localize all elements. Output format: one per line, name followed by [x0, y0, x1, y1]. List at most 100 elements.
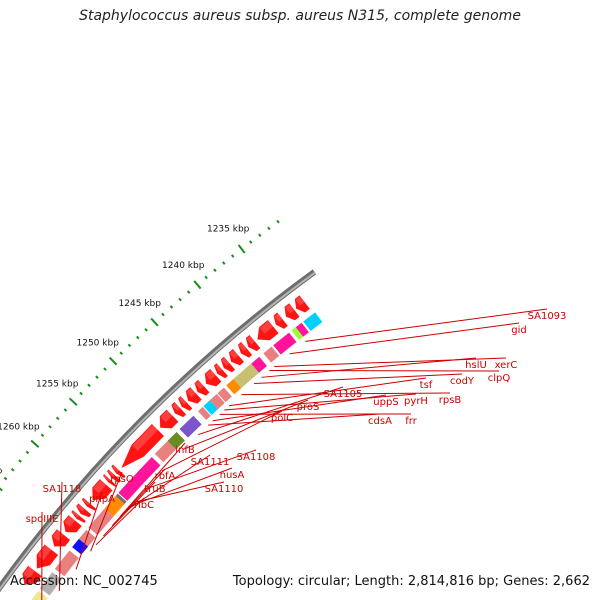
cog-feature-pink [273, 332, 297, 355]
gene-arrow [36, 544, 59, 569]
topology-label: Topology: circular; Length: 2,814,816 bp… [232, 574, 590, 589]
gene-label: SA1111 [191, 457, 230, 468]
scale-tick [248, 240, 253, 244]
scale-label: 1240 kbp [162, 261, 205, 271]
gene-arrow [213, 363, 228, 379]
gene-arrow [92, 479, 113, 501]
gene-arrow [81, 497, 97, 511]
scale-tick [3, 476, 8, 481]
gene-arrow [76, 503, 92, 518]
gene-leader-line [75, 491, 103, 570]
gene-arrow [111, 464, 126, 478]
gene-arrow [245, 335, 261, 352]
scale-tick [267, 226, 271, 231]
gene-arrow [194, 379, 210, 396]
cog-feature-orange [226, 379, 242, 395]
scale-tick [150, 317, 159, 327]
cog-feature-cyan [203, 400, 218, 415]
scale-tick [25, 450, 30, 455]
gene-label: rpsO [110, 474, 134, 485]
scale-tick [95, 375, 99, 379]
scale-tick [258, 233, 262, 237]
gene-leader-line [119, 442, 186, 518]
scale-tick [87, 383, 91, 388]
scale-tick [204, 275, 208, 280]
cog-feature-blue [72, 538, 89, 555]
cog-feature-salmon [154, 441, 176, 463]
gene-labels: spoIIIESA1118pnpArpsOribCtruBrbfAinfBSA1… [26, 308, 567, 600]
cog-feature-gray [40, 572, 62, 596]
gene-arrow [228, 348, 244, 366]
cog-feature-salmon [209, 393, 225, 410]
gene-label: pyrH [404, 396, 428, 407]
gene-label: frr [405, 416, 417, 427]
cog-feature-pink [251, 356, 267, 373]
gene-label: spoIIIE [26, 514, 59, 525]
gene-leader-line [103, 481, 156, 537]
gene-arrow [22, 565, 42, 585]
scale-tick [222, 261, 226, 265]
gene-arrow [103, 474, 117, 487]
scale-tick [48, 425, 52, 429]
gene-arrow [273, 312, 288, 329]
gene-label: tsf [420, 380, 433, 391]
cog-feature-dark_gray [115, 493, 127, 505]
scale-tick [55, 416, 60, 421]
cog-feature-salmon [88, 508, 114, 536]
gene-label: cdsA [368, 416, 392, 427]
gene-label: gid [511, 325, 526, 336]
scale-tick [0, 487, 3, 492]
gene-label: xerC [495, 360, 518, 371]
gene-arrow [204, 368, 222, 387]
gene-arrow [238, 341, 253, 358]
scale-label: 1235 kbp [207, 225, 250, 235]
scale-tick [30, 439, 40, 448]
cog-feature-orange [104, 496, 125, 517]
gene-label: rbfA [155, 471, 176, 482]
scale-tick [68, 397, 78, 406]
scale-tick [178, 297, 182, 302]
scale-tick [144, 328, 148, 332]
gene-leader-line [183, 399, 309, 450]
scale-tick [169, 305, 174, 309]
cog-feature-salmon [263, 346, 280, 363]
scale-label: 1245 kbp [119, 299, 162, 309]
scale-tick [40, 433, 45, 438]
gene-leader-line [128, 467, 233, 508]
gene-arrow [257, 319, 279, 341]
gene-leader-line [241, 392, 451, 396]
gene-label: pnpA [89, 494, 115, 505]
scale-tick [237, 244, 246, 254]
gene-label: codY [450, 376, 475, 387]
scale-label: 1260 kbp [0, 422, 40, 432]
scale-tick [10, 468, 15, 472]
gene-arrow [106, 469, 122, 483]
scale-tick [63, 408, 68, 412]
cog-feature-pink [295, 322, 309, 337]
gene-leader-line [58, 481, 63, 591]
gene-leader-line [132, 481, 225, 504]
gene-label: infB [175, 445, 195, 456]
gene-label: SA1105 [324, 389, 363, 400]
gene-leader-line [228, 377, 427, 407]
gene-label: rpsB [439, 395, 462, 406]
gene-leader-line [261, 357, 477, 378]
scale-tick [186, 290, 191, 294]
accession-label: Accession: NC_002745 [10, 574, 158, 589]
scale-tick [18, 459, 22, 463]
cog-colored-features [31, 312, 323, 600]
cog-feature-khaki [233, 363, 259, 389]
gene-arrow [171, 402, 187, 418]
gene-label: SA1093 [528, 311, 567, 322]
gene-leader-line [224, 393, 417, 411]
gene-arrow [294, 295, 310, 313]
cog-feature-pink [118, 456, 161, 501]
gene-leader-line [95, 497, 145, 546]
gene-leader-line [161, 410, 283, 472]
scale-tick [127, 343, 132, 348]
scale-tick [230, 254, 235, 258]
gene-leader-line [274, 357, 507, 367]
gene-label: polC [271, 413, 293, 424]
